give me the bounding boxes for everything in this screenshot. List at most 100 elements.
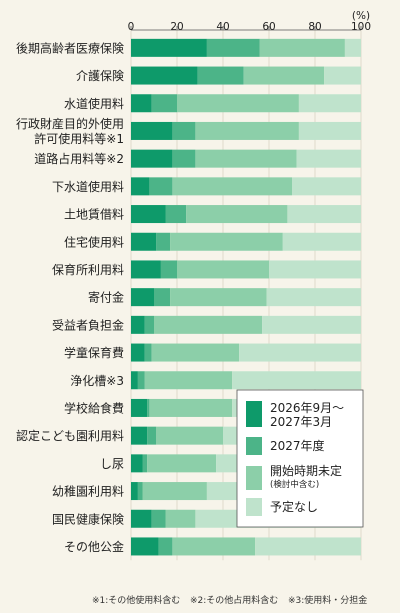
bar-segment [144, 315, 154, 334]
bar-segment [172, 177, 292, 196]
x-tick-label: 0 [128, 21, 135, 33]
category-label-line: 寄付金 [88, 290, 124, 305]
legend-swatch [246, 401, 262, 427]
category-label-line: 認定こども園利用料 [16, 428, 124, 443]
bar-segment [131, 315, 145, 334]
bar-segment [131, 537, 159, 556]
category-label-line: 住宅使用料 [64, 234, 124, 249]
category-label: 住宅使用料 [64, 234, 124, 249]
category-label: 行政財産目的外使用許可使用料等※1 [16, 116, 124, 146]
category-label: 受益者負担金 [52, 317, 124, 332]
legend-label: 2027年度 [270, 438, 325, 453]
bar-segment [149, 177, 173, 196]
category-label-line: 介護保険 [76, 68, 124, 83]
bar-segment [177, 94, 299, 113]
category-label-line: 道路占用料等※2 [34, 151, 124, 166]
bar-segment [165, 509, 196, 528]
bar-segment [142, 454, 148, 473]
bar-segment [131, 177, 150, 196]
bar-segment [197, 66, 244, 85]
category-label: 国民健康保険 [52, 511, 124, 526]
bar-segment [154, 315, 263, 334]
bar-segment [131, 371, 138, 390]
category-label: 下水道使用料 [52, 179, 124, 194]
legend-label: 2027年3月 [270, 415, 332, 429]
bar-segment [259, 38, 345, 57]
bar-segment [131, 121, 173, 140]
category-label-line: 後期高齢者医療保険 [16, 40, 124, 55]
bar-segment [324, 66, 361, 85]
bar-segment [206, 38, 260, 57]
category-label-line: し尿 [100, 457, 124, 471]
bar-segment [131, 343, 145, 362]
category-label-line: 水道使用料 [64, 96, 124, 111]
bar-segment [147, 398, 150, 417]
category-label: 水道使用料 [64, 96, 124, 111]
bar-segment [156, 232, 171, 251]
bar-segment [131, 260, 161, 279]
category-label: 幼稚園利用料 [52, 485, 124, 499]
bar-segment [232, 371, 361, 390]
x-tick-label: 60 [262, 21, 275, 33]
bar-segment [170, 288, 267, 307]
footnote: ※1:その他使用料含む [92, 594, 180, 606]
bar-segment [144, 343, 152, 362]
bar-segment [147, 426, 157, 445]
bar-segment [131, 38, 207, 57]
category-label: 介護保険 [76, 68, 124, 83]
bar-segment [158, 537, 173, 556]
category-label: 学童保育費 [64, 345, 124, 360]
bar-segment [151, 94, 177, 113]
bar-segment [151, 509, 166, 528]
bar-segment [151, 343, 240, 362]
bar-segment [298, 94, 361, 113]
bar-segment [142, 482, 207, 501]
bar-segment [147, 454, 217, 473]
bar-segment [131, 426, 148, 445]
x-tick-label: 80 [308, 21, 321, 33]
category-label-line: 受益者負担金 [52, 317, 124, 332]
category-label-line: 幼稚園利用料 [52, 485, 124, 499]
bar-segment [170, 232, 283, 251]
bar-segment [292, 177, 361, 196]
category-label-line: 浄化槽※3 [70, 374, 124, 388]
bar-segment [266, 288, 361, 307]
category-label-line: 土地賃借料 [64, 207, 124, 222]
legend-label: 予定なし [270, 499, 318, 514]
legend-label: (検討中含む) [270, 479, 319, 490]
category-label-line: 行政財産目的外使用 [16, 116, 124, 131]
category-label: し尿 [100, 457, 124, 471]
category-label-line: 学童保育費 [64, 345, 124, 360]
bar-segment [131, 509, 152, 528]
bar-segment [131, 454, 143, 473]
legend-label: 2026年9月〜 [270, 401, 344, 415]
bar-segment [131, 205, 166, 224]
x-tick-label: 100 [351, 21, 371, 33]
category-label: 保育所利用料 [52, 262, 124, 277]
category-label: 浄化槽※3 [70, 374, 124, 388]
bar-segment [177, 260, 269, 279]
bar-segment [195, 121, 299, 140]
category-label-line: 許可使用料等※1 [34, 131, 124, 146]
footnote: ※2:その他占用料含む [190, 594, 278, 606]
legend-label: 開始時期未定 [270, 463, 342, 478]
bar-segment [137, 482, 143, 501]
bar-segment [131, 482, 138, 501]
bar-segment [243, 66, 325, 85]
bar-segment [255, 537, 361, 556]
category-label: 後期高齢者医療保険 [16, 40, 124, 55]
bar-segment [344, 38, 361, 57]
bar-segment [131, 398, 148, 417]
bar-segment [282, 232, 361, 251]
legend-swatch [246, 498, 262, 516]
axis-unit: (%) [352, 10, 370, 22]
bar-segment [131, 288, 154, 307]
category-label-line: 学校給食費 [64, 400, 124, 415]
bar-segment [149, 398, 233, 417]
bar-segment [172, 149, 196, 168]
footnote: ※3:使用料・分担金 [288, 594, 367, 606]
bar-segment [160, 260, 177, 279]
legend-swatch [246, 437, 262, 455]
bar-segment [296, 149, 361, 168]
